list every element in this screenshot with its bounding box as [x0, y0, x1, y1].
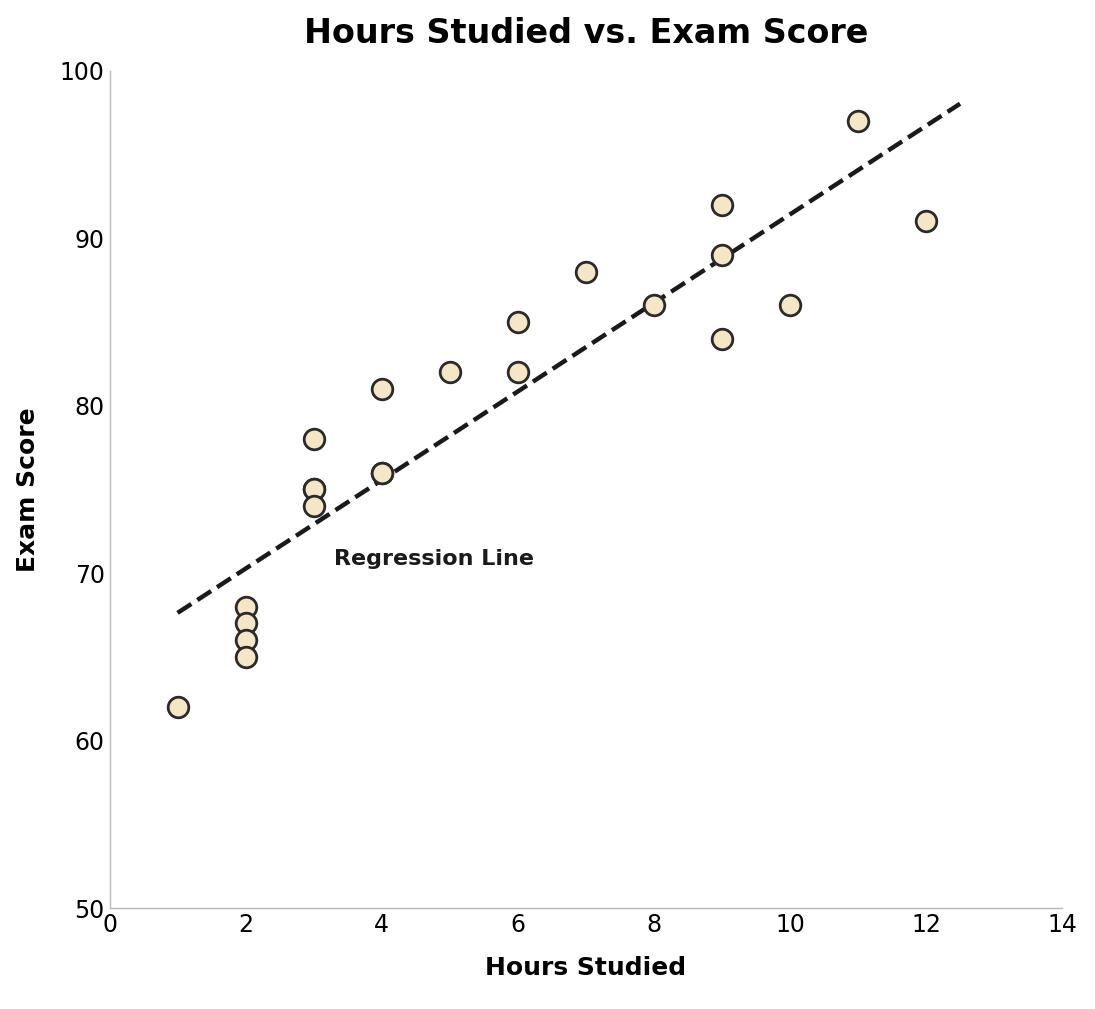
Point: [237, 598, 254, 614]
Point: [237, 632, 254, 648]
Point: [373, 464, 391, 480]
Point: [509, 364, 527, 380]
Point: [645, 297, 662, 313]
Text: Regression Line: Regression Line: [334, 549, 534, 569]
Point: [781, 297, 798, 313]
Point: [850, 113, 867, 129]
Point: [577, 263, 595, 279]
Point: [441, 364, 459, 380]
Point: [918, 213, 935, 229]
Point: [237, 615, 254, 632]
Title: Hours Studied vs. Exam Score: Hours Studied vs. Exam Score: [303, 17, 868, 49]
Y-axis label: Exam Score: Exam Score: [16, 407, 41, 572]
X-axis label: Hours Studied: Hours Studied: [485, 957, 687, 981]
Point: [304, 481, 322, 497]
Point: [373, 380, 391, 397]
Point: [237, 649, 254, 665]
Point: [169, 699, 186, 715]
Point: [713, 331, 730, 347]
Point: [304, 481, 322, 497]
Point: [713, 247, 730, 263]
Point: [713, 197, 730, 213]
Point: [304, 498, 322, 515]
Point: [373, 464, 391, 480]
Point: [509, 314, 527, 330]
Point: [304, 431, 322, 447]
